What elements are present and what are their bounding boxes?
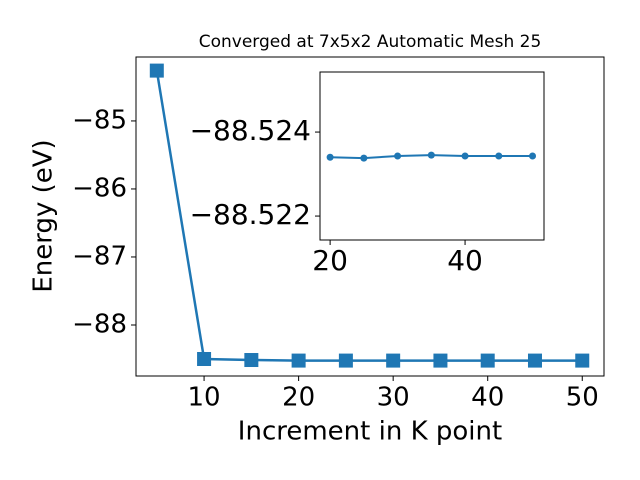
marker — [427, 151, 435, 159]
marker — [461, 152, 469, 160]
x-tick-label: 10 — [188, 383, 221, 413]
marker — [291, 353, 306, 368]
y-tick-label: −86 — [72, 173, 127, 203]
y-tick-label: −88.522 — [190, 198, 311, 231]
marker — [149, 63, 164, 78]
marker — [338, 353, 353, 368]
y-tick-label: −88.524 — [190, 114, 311, 147]
marker — [360, 154, 368, 162]
x-tick-label: 20 — [282, 383, 315, 413]
x-tick-label: 40 — [471, 383, 504, 413]
marker — [197, 351, 212, 366]
marker — [575, 353, 590, 368]
marker — [244, 353, 259, 368]
chart-title: Converged at 7x5x2 Automatic Mesh 25 — [199, 32, 542, 52]
marker — [386, 353, 401, 368]
x-tick-label: 40 — [447, 244, 483, 277]
marker — [326, 153, 334, 161]
plot-frame — [135, 56, 605, 377]
marker — [480, 353, 495, 368]
x-tick-label: 20 — [312, 244, 348, 277]
y-tick-label: −87 — [72, 241, 127, 271]
line — [155, 70, 583, 362]
marker — [527, 353, 542, 368]
x-axis-label: Increment in K point — [238, 417, 502, 447]
marker — [495, 152, 503, 160]
marker — [433, 353, 448, 368]
marker — [394, 152, 402, 160]
y-tick-label: −88 — [72, 309, 127, 339]
y-axis-label: Energy (eV) — [29, 139, 59, 292]
x-tick-label: 30 — [377, 383, 410, 413]
marker — [529, 152, 537, 160]
x-tick-label: 50 — [566, 383, 599, 413]
plot-frame — [319, 71, 545, 241]
y-tick-label: −85 — [72, 105, 127, 135]
